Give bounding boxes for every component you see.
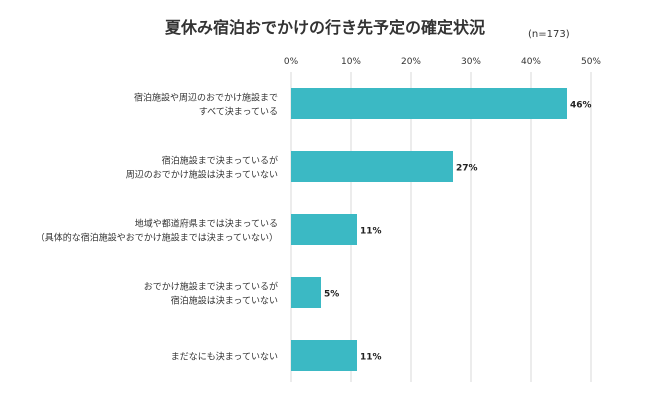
bar-1 <box>291 88 567 119</box>
category-label: まだなにも決まっていない <box>171 351 278 363</box>
bar-2 <box>291 151 453 182</box>
category-label-line: 周辺のおでかけ施設は決まっていない <box>126 169 278 181</box>
data-label: 11% <box>360 353 382 363</box>
x-tick-label: 0% <box>284 57 299 67</box>
sample-size-note: (n=173) <box>528 29 570 40</box>
x-tick-label: 50% <box>581 57 601 67</box>
category-label-line: おでかけ施設まで決まっているが <box>144 281 278 293</box>
category-label-line: 宿泊施設は決まっていない <box>171 295 278 307</box>
x-tick-label: 40% <box>521 57 541 67</box>
bar-5 <box>291 340 357 371</box>
bar-3 <box>291 214 357 245</box>
category-label: 宿泊施設まで決まっているが周辺のおでかけ施設は決まっていない <box>126 155 278 181</box>
x-tick-label: 30% <box>461 57 481 67</box>
category-label-line: 宿泊施設まで決まっているが <box>162 155 278 167</box>
data-label: 27% <box>456 164 478 174</box>
category-label: おでかけ施設まで決まっているが宿泊施設は決まっていない <box>144 281 278 307</box>
category-label: 宿泊施設や周辺のおでかけ施設まですべて決まっている <box>134 92 278 118</box>
chart-title: 夏休み宿泊おでかけの行き先予定の確定状況 <box>164 18 485 37</box>
bar-4 <box>291 277 321 308</box>
category-label-line: まだなにも決まっていない <box>171 351 278 363</box>
category-label-line: 宿泊施設や周辺のおでかけ施設まで <box>134 92 278 104</box>
data-label: 46% <box>570 101 592 111</box>
data-label: 11% <box>360 227 382 237</box>
data-label: 5% <box>324 290 339 300</box>
x-tick-label: 20% <box>401 57 421 67</box>
category-label-line: （具体的な宿泊施設やおでかけ施設までは決まっていない） <box>36 232 278 244</box>
x-tick-label: 10% <box>341 57 361 67</box>
category-label: 地域や都道府県までは決まっている （具体的な宿泊施設やおでかけ施設までは決まってい… <box>36 218 278 244</box>
category-label-line: すべて決まっている <box>199 106 278 118</box>
category-label-line: 地域や都道府県までは決まっている <box>135 218 278 230</box>
